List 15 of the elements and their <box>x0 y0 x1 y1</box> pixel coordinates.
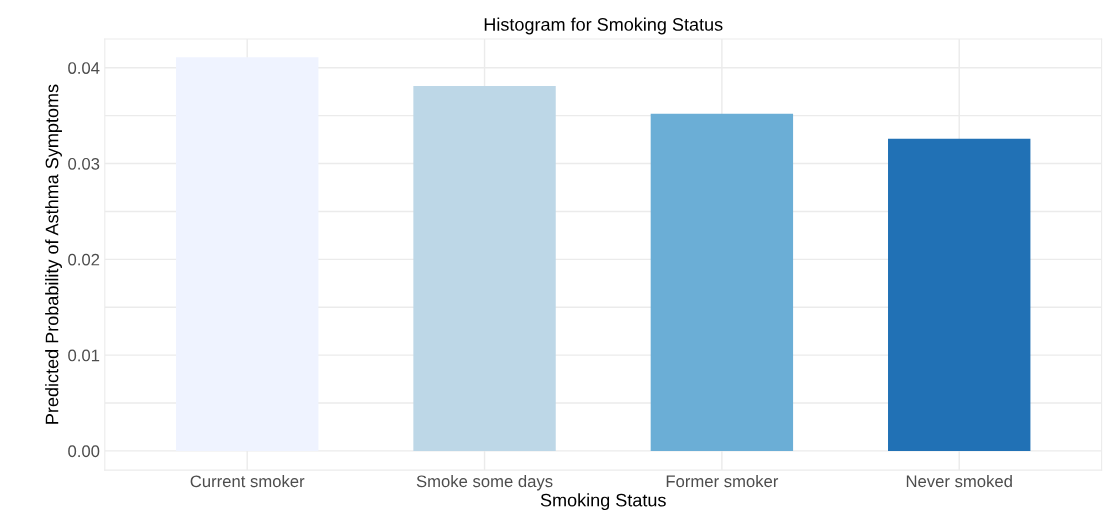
bar <box>650 113 794 451</box>
y-tick-label: 0.00 <box>68 445 100 458</box>
x-axis-title: Smoking Status <box>540 493 666 511</box>
x-tick-label: Smoke some days <box>416 474 553 491</box>
y-tick-label: 0.03 <box>68 157 100 170</box>
y-tick-label: 0.01 <box>68 349 100 362</box>
x-tick-label: Former smoker <box>666 474 779 488</box>
y-tick-label: 0.04 <box>68 62 100 74</box>
y-tick-label: 0.02 <box>68 253 100 266</box>
x-tick-label: Current smoker <box>190 474 305 488</box>
bar <box>413 85 556 451</box>
x-tick-label: Never smoked <box>906 474 1012 488</box>
bar <box>888 138 1031 451</box>
y-axis-title: Predicted Probability of Asthma Symptoms <box>45 84 62 424</box>
chart-title: Histogram for Smoking Status <box>484 17 723 35</box>
